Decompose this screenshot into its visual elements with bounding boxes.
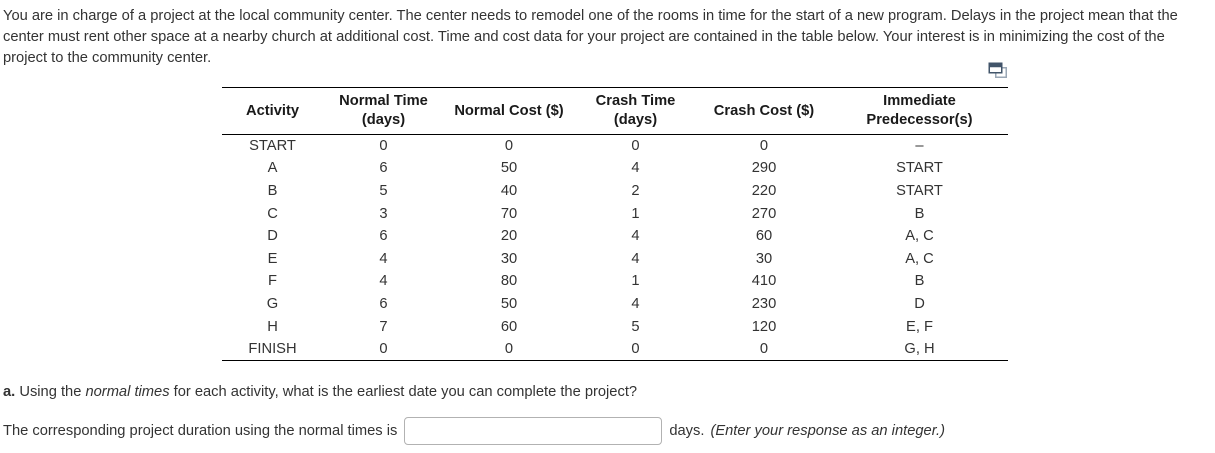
table-cell: B <box>914 205 925 222</box>
table-cell: G <box>266 295 279 312</box>
table-cell: 30 <box>755 250 773 267</box>
question-a-text-2: for each activity, what is the earliest … <box>169 383 638 400</box>
table-cell: 80 <box>500 273 518 290</box>
question-a-text-1: Using the <box>15 383 86 400</box>
table-cell: 0 <box>379 340 388 357</box>
table-cell: 410 <box>751 273 777 290</box>
table-cell: 220 <box>751 182 777 199</box>
table-cell: 0 <box>631 340 640 357</box>
table-header-row: Activity Normal Time (days) Normal Cost ($)… <box>222 88 1008 135</box>
table-cell: 1 <box>631 205 640 222</box>
table-cell: 7 <box>379 318 388 335</box>
table-row: E 4 30 4 30 A, C <box>222 247 1008 270</box>
table-cell: 5 <box>379 182 388 199</box>
duration-input[interactable] <box>404 416 663 445</box>
table-body: START 0 0 0 0– A 6 50 4 290 START B 5 40 2 220 START C 3 70… <box>222 135 1008 361</box>
table-cell: 1 <box>631 273 640 290</box>
table-row: D 6 20 4 60 A, C <box>222 225 1008 248</box>
table-cell: 50 <box>500 295 518 312</box>
table-cell: B <box>267 182 278 199</box>
table-row: START 0 0 0 0 – <box>222 135 1008 158</box>
table-cell: 4 <box>379 273 388 290</box>
answer-line: The corresponding project duration using… <box>0 416 1215 445</box>
table-cell: START <box>249 138 296 155</box>
table-cell: START <box>896 160 943 177</box>
table-cell: C <box>267 205 278 222</box>
table-cell: 0 <box>379 138 388 155</box>
table-row: B 5 40 2 220 START <box>222 180 1008 203</box>
table-cell: 0 <box>759 340 769 357</box>
table-row: H 7 60 5 120 E, F <box>222 315 1008 338</box>
question-a-italic: normal times <box>85 383 170 400</box>
table-cell: 0 <box>759 138 769 155</box>
table-cell: A <box>267 160 278 177</box>
table-cell: FINISH <box>248 340 297 357</box>
table-cell: 2 <box>631 182 640 199</box>
table-cell: D <box>267 228 278 245</box>
table-row: G 6 50 4 230 D <box>222 293 1008 316</box>
table-cell: 4 <box>631 295 640 312</box>
table-row: FINISH 0 0 0 0 G, H <box>222 338 1008 361</box>
column-header: Crash Cost ($) <box>713 102 815 119</box>
table-row: C 3 70 1 270 B <box>222 202 1008 225</box>
table-cell: 30 <box>500 250 518 267</box>
column-header: Normal Cost ($) <box>454 102 564 119</box>
table-row: F 4 80 1 410 B <box>222 270 1008 293</box>
table-cell: E, F <box>906 318 933 335</box>
table-cell: 270 <box>751 205 777 222</box>
table-cell: 6 <box>379 228 388 245</box>
column-header: Activity <box>245 102 300 119</box>
table-cell: 6 <box>379 295 388 312</box>
table-cell: 4 <box>631 160 640 177</box>
table-cell: 70 <box>500 205 518 222</box>
table-cell: B <box>914 273 925 290</box>
table-cell: 4 <box>631 228 640 245</box>
table-cell: 3 <box>379 205 388 222</box>
table-cell: A, C <box>905 228 934 245</box>
table-cell: 0 <box>504 138 514 155</box>
pop-out-table-icon[interactable] <box>988 59 1008 80</box>
activity-table: Activity Normal Time (days) Normal Cost ($)… <box>222 87 1008 361</box>
table-cell: 120 <box>751 318 777 335</box>
table-cell: A, C <box>905 250 934 267</box>
table-cell: – <box>915 138 924 155</box>
question-a: a. Using the normal times for each activ… <box>0 382 1215 402</box>
question-a-label: a. <box>3 383 16 400</box>
table-cell: G, H <box>904 340 935 357</box>
column-header: Immediate Predecessor(s) <box>866 93 973 128</box>
table-cell: 0 <box>631 138 640 155</box>
column-header: Crash Time (days) <box>595 93 676 128</box>
table-cell: F <box>268 273 277 290</box>
table-header: Activity Normal Time (days) Normal Cost ($)… <box>222 88 1008 135</box>
days-label: days. <box>669 422 705 439</box>
answer-note: (Enter your response as an integer.) <box>710 422 946 439</box>
answer-prompt: The corresponding project duration using… <box>3 422 398 439</box>
table-cell: 40 <box>500 182 518 199</box>
data-table-container: Activity Normal Time (days) Normal Cost ($)… <box>222 62 1008 361</box>
table-cell: 290 <box>751 160 777 177</box>
problem-statement: You are in charge of a project at the lo… <box>3 8 1178 66</box>
table-cell: 20 <box>500 228 518 245</box>
table-row: A 6 50 4 290 START <box>222 157 1008 180</box>
table-cell: 4 <box>379 250 388 267</box>
table-cell: E <box>267 250 278 267</box>
table-cell: 6 <box>379 160 388 177</box>
table-cell: START <box>896 182 943 199</box>
table-cell: 5 <box>631 318 640 335</box>
table-cell: 60 <box>755 228 773 245</box>
table-cell: H <box>267 318 278 335</box>
table-cell: 50 <box>500 160 518 177</box>
table-cell: 60 <box>500 318 518 335</box>
problem-page: You are in charge of a project at the lo… <box>0 6 1215 445</box>
table-cell: 4 <box>631 250 640 267</box>
table-cell: D <box>914 295 925 312</box>
table-cell: 0 <box>504 340 514 357</box>
table-cell: 230 <box>751 295 777 312</box>
column-header: Normal Time (days) <box>339 93 428 128</box>
